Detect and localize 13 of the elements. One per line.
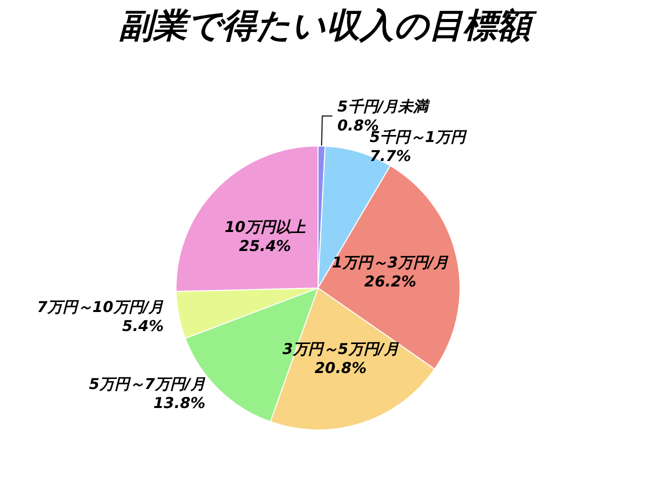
data-label: 7.7% <box>370 146 412 165</box>
slice-label: 5万円～7万円/月 <box>89 375 206 394</box>
data-label: 20.8% <box>314 358 367 377</box>
slice-label: 1万円～3万円/月 <box>332 254 448 272</box>
data-label: 26.2% <box>364 272 416 291</box>
slice-label: 10万円以上 <box>224 218 306 236</box>
data-label: 5.4% <box>122 316 164 335</box>
chart-title: 副業で得たい収入の目標額 <box>119 6 538 46</box>
data-label: 13.8% <box>153 394 206 412</box>
slice-label: 3万円～5万円/月 <box>282 340 399 358</box>
data-label: 25.4% <box>239 236 292 255</box>
slice-label: 5千円/月未満 <box>337 98 432 116</box>
slice-label: 7万円～10万円/月 <box>36 298 164 316</box>
